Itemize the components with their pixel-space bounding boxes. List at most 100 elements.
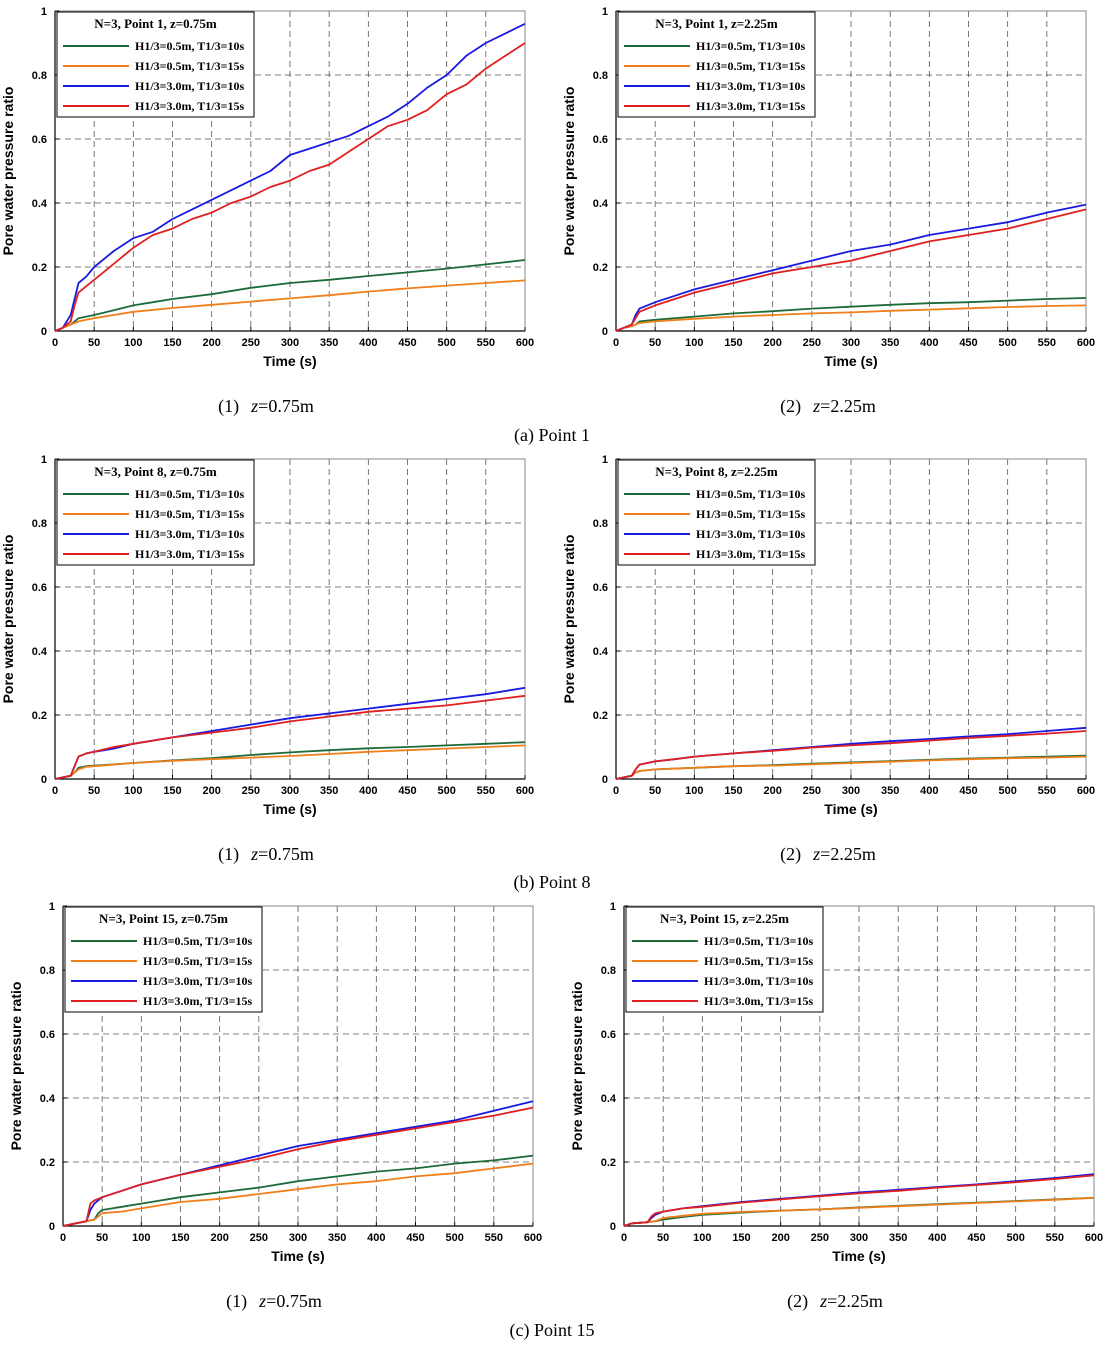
x-tick-label: 150 — [724, 785, 742, 797]
y-tick-label: 0.6 — [32, 134, 47, 146]
x-tick-label: 50 — [88, 337, 100, 349]
x-tick-label: 450 — [959, 337, 977, 349]
chart-panel-3: 0 50 100 150 200 250 300 350 400 450 500 550 600 0 0.2… — [0, 454, 534, 865]
x-tick-label: 550 — [1038, 785, 1056, 797]
x-tick-label: 500 — [445, 1232, 463, 1244]
legend-label-3: H1/3=3.0m, T1/3=10s — [143, 974, 252, 988]
y-tick-label: 0.4 — [593, 646, 609, 658]
legend-title: N=3, Point 8, z=0.75m — [94, 464, 217, 479]
caption-number: (2) — [787, 1291, 808, 1312]
x-tick-label: 0 — [60, 1232, 66, 1244]
legend-label-1: H1/3=0.5m, T1/3=10s — [135, 39, 244, 53]
y-tick-label: 0.8 — [40, 965, 55, 977]
x-axis-label: Time (s) — [263, 801, 316, 817]
caption-variable: z — [258, 1291, 266, 1311]
legend-title: N=3, Point 1, z=0.75m — [94, 16, 217, 31]
x-tick-label: 450 — [406, 1232, 424, 1244]
series-line-2 — [615, 755, 1087, 780]
y-tick-label: 0 — [602, 326, 608, 338]
legend: N=3, Point 8, z=2.25m H1/3=0.5m, T1/3=10s… — [617, 459, 816, 566]
y-tick-label: 0 — [610, 1221, 616, 1233]
y-tick-label: 1 — [49, 901, 55, 913]
caption-variable: z — [812, 844, 820, 864]
y-tick-label: 0.4 — [32, 198, 48, 210]
x-tick-label: 150 — [163, 337, 181, 349]
x-tick-label: 600 — [524, 1232, 542, 1244]
x-tick-label: 250 — [242, 785, 260, 797]
x-tick-label: 200 — [202, 785, 220, 797]
x-tick-label: 100 — [685, 785, 703, 797]
x-tick-label: 300 — [842, 337, 860, 349]
y-axis-label: Pore water pressure ratio — [0, 535, 16, 704]
caption-variable: z — [812, 396, 820, 416]
x-tick-label: 550 — [485, 1232, 503, 1244]
x-tick-label: 50 — [88, 785, 100, 797]
legend-label-1: H1/3=0.5m, T1/3=10s — [143, 934, 252, 948]
series-line-4 — [615, 730, 1087, 780]
caption-value: =2.25m — [820, 844, 876, 864]
group-caption-3: (c) Point 15 — [510, 1320, 595, 1341]
y-tick-label: 0.2 — [40, 1157, 55, 1169]
x-tick-label: 550 — [1046, 1232, 1064, 1244]
legend-label-4: H1/3=3.0m, T1/3=15s — [696, 547, 805, 561]
y-axis-label: Pore water pressure ratio — [561, 535, 577, 704]
y-tick-label: 0.8 — [593, 518, 608, 530]
y-tick-label: 0 — [602, 774, 608, 786]
y-tick-label: 0.2 — [32, 710, 47, 722]
legend: N=3, Point 1, z=2.25m H1/3=0.5m, T1/3=10s… — [617, 11, 816, 118]
x-axis-label: Time (s) — [263, 353, 316, 369]
series-line-4 — [54, 42, 526, 332]
x-tick-label: 300 — [281, 337, 299, 349]
x-tick-label: 550 — [1038, 337, 1056, 349]
x-tick-label: 600 — [516, 337, 534, 349]
y-axis-label: Pore water pressure ratio — [0, 87, 16, 256]
x-tick-label: 200 — [763, 337, 781, 349]
x-tick-label: 400 — [367, 1232, 385, 1244]
legend-title: N=3, Point 1, z=2.25m — [655, 16, 778, 31]
caption-variable: z — [819, 1291, 827, 1311]
x-tick-label: 250 — [803, 337, 821, 349]
chart-panel-5: 0 50 100 150 200 250 300 350 400 450 500 550 600 0 0.2… — [8, 901, 542, 1312]
legend: N=3, Point 15, z=0.75m H1/3=0.5m, T1/3=10… — [64, 906, 263, 1013]
legend-label-3: H1/3=3.0m, T1/3=10s — [135, 79, 244, 93]
x-tick-label: 50 — [657, 1232, 669, 1244]
x-tick-label: 550 — [477, 785, 495, 797]
legend-label-4: H1/3=3.0m, T1/3=15s — [143, 994, 252, 1008]
y-tick-label: 0.8 — [601, 965, 616, 977]
x-tick-label: 0 — [613, 337, 619, 349]
x-axis-label: Time (s) — [832, 1248, 885, 1264]
x-tick-label: 150 — [724, 337, 742, 349]
y-tick-label: 0.4 — [593, 198, 609, 210]
chart-panel-6: 0 50 100 150 200 250 300 350 400 450 500 550 600 0 0.2… — [569, 901, 1103, 1312]
caption-number: (1) — [226, 1291, 247, 1312]
y-tick-label: 0 — [49, 1221, 55, 1233]
legend: N=3, Point 8, z=0.75m H1/3=0.5m, T1/3=10s… — [56, 459, 255, 566]
x-tick-label: 400 — [920, 337, 938, 349]
caption-number: (2) — [780, 396, 801, 417]
x-tick-label: 500 — [1006, 1232, 1024, 1244]
panel-caption: (2) z=2.25m — [787, 1291, 883, 1312]
legend-label-2: H1/3=0.5m, T1/3=15s — [696, 59, 805, 73]
x-tick-label: 250 — [242, 337, 260, 349]
y-tick-label: 0.6 — [32, 582, 47, 594]
x-tick-label: 600 — [1077, 785, 1095, 797]
series-line-4 — [615, 208, 1087, 332]
x-tick-label: 50 — [649, 337, 661, 349]
y-tick-label: 0.8 — [32, 70, 47, 82]
caption-value: =0.75m — [266, 1291, 322, 1311]
caption-variable: z — [250, 396, 258, 416]
x-tick-label: 400 — [359, 337, 377, 349]
x-tick-label: 350 — [889, 1232, 907, 1244]
x-tick-label: 300 — [842, 785, 860, 797]
y-tick-label: 0.8 — [32, 518, 47, 530]
x-tick-label: 350 — [320, 785, 338, 797]
x-tick-label: 0 — [613, 785, 619, 797]
legend-label-2: H1/3=0.5m, T1/3=15s — [135, 507, 244, 521]
legend-label-4: H1/3=3.0m, T1/3=15s — [135, 547, 244, 561]
x-axis-label: Time (s) — [824, 353, 877, 369]
y-tick-label: 0.8 — [593, 70, 608, 82]
x-tick-label: 0 — [52, 337, 58, 349]
y-axis-label: Pore water pressure ratio — [569, 982, 585, 1151]
legend-label-3: H1/3=3.0m, T1/3=10s — [704, 974, 813, 988]
